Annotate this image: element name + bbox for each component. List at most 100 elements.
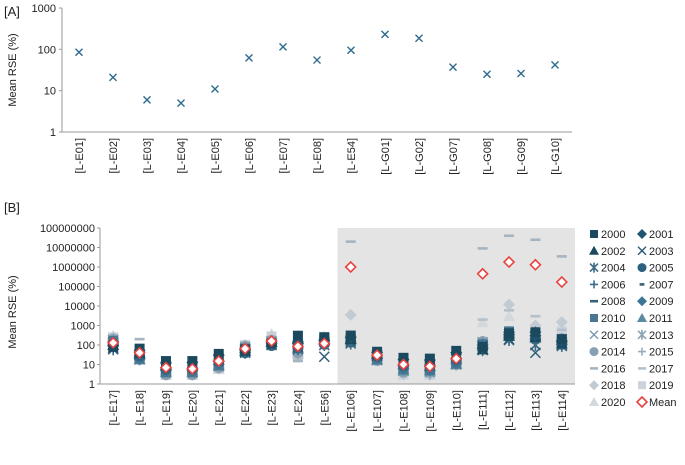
panel-b-point-2000: [504, 328, 515, 339]
legend-label-2003: 2003: [649, 246, 673, 258]
panel-b-mean-point: [450, 352, 463, 365]
legend-label-2011: 2011: [649, 313, 673, 325]
panel-b-x-tick-label: [L-E112]: [504, 390, 516, 431]
panel-b-x-tick-label: [L-E22]: [240, 390, 252, 425]
legend-marker-2007: [639, 283, 645, 286]
panel-a-point: [483, 70, 491, 79]
panel-b-mean-point: [370, 349, 384, 362]
panel-b-point-2016: [345, 240, 356, 243]
panel-a-y-tick-label: 10: [44, 86, 56, 98]
panel-b-point-2019: [556, 326, 567, 337]
panel-b-y-tick-label: 1000: [71, 321, 95, 333]
panel-b-point-2018: [344, 308, 357, 321]
panel-b-y-tick-label: 100000000: [40, 223, 95, 235]
legend-label-2008: 2008: [601, 296, 625, 308]
panel-b-x-tick-label: [L-E114]: [557, 390, 569, 431]
panel-a-point: [517, 69, 525, 78]
panel-b-mean-point: [476, 267, 489, 280]
legend-label-2019: 2019: [649, 380, 673, 392]
panel-b-point-2020: [476, 316, 489, 328]
panel-b-y-tick-label: 10000: [64, 301, 95, 313]
panel-a-x-tick-label: [L-G01]: [380, 138, 392, 175]
panel-a-x-ticks: [L-E01] [L-E02] [L-E03] [L-E04] [L-E05] [L-E0…: [74, 138, 562, 175]
legend-label-2016: 2016: [601, 363, 625, 375]
legend-marker-2016: [590, 367, 598, 370]
panel-b-x-tick-label: [L-E110]: [451, 390, 463, 431]
panel-b-point-2018: [503, 298, 516, 311]
panel-b-x-tick-label: [L-E111]: [478, 390, 490, 430]
legend-label-2007: 2007: [649, 279, 673, 291]
legend-label-2004: 2004: [601, 263, 625, 275]
panel-a-x-tick-label: [L-G02]: [414, 138, 426, 175]
panel-b-x-tick-label: [L-E24]: [293, 390, 305, 425]
panel-a-y-tick-label: 1000: [32, 3, 56, 15]
panel-b-point-2000: [319, 332, 330, 343]
panel-b-x-tick-label: [L-E109]: [425, 390, 437, 432]
legend-label-2002: 2002: [601, 246, 625, 258]
panel-b-y-ticks: 1 10 100 1000 10000 100000 1000000 10000000 1000…: [40, 223, 100, 391]
panel-b-x-tick-label: [L-E20]: [187, 390, 199, 425]
panel-b-mean-point: [318, 337, 331, 350]
panel-b-point-2016: [530, 238, 541, 242]
panel-b-mean-point: [423, 360, 436, 373]
panel-a-x-tick-label: [L-E54]: [346, 138, 358, 173]
panel-b-ylabel: Mean RSE (%): [7, 275, 19, 348]
panel-b-y-tick-label: 100: [77, 340, 95, 352]
panel-b-mean-point: [502, 255, 516, 269]
legend-marker-2003: [637, 246, 647, 256]
panel-b-mean-point: [107, 336, 120, 349]
panel-b-y-tick-label: 10: [83, 360, 95, 372]
legend-label-2006: 2006: [601, 279, 625, 291]
panel-b-mean-point: [186, 362, 199, 375]
legend-marker-2015: [638, 347, 646, 356]
panel-b-x-tick-label: [L-E56]: [319, 390, 331, 425]
legend-label-2014: 2014: [601, 347, 625, 359]
panel-b-x-tick-label: [L-E113]: [530, 390, 542, 431]
legend-label-2000: 2000: [601, 229, 625, 241]
panel-a-x-tick-label: [L-E07]: [278, 138, 290, 173]
panel-a-point: [347, 46, 355, 55]
panel-b-point-2000: [556, 334, 567, 345]
panel-b-mean-point: [133, 346, 146, 359]
panel-b-point-2000: [530, 327, 541, 338]
legend-label-2017: 2017: [649, 363, 673, 375]
panel-b-mean-point: [397, 358, 410, 371]
panel-a-point: [75, 48, 83, 57]
panel-b-point-2003: [318, 351, 330, 363]
panel-b-x-tick-label: [L-E21]: [214, 390, 226, 425]
panel-b-point-2000: [213, 348, 224, 359]
legend-marker-2010: [590, 314, 598, 322]
panel-a-x-tick-label: [L-G07]: [448, 138, 460, 175]
panel-b-point-2000: [424, 353, 435, 364]
panel-b-point-2000: [160, 356, 171, 367]
panel-a-x-tick-label: [L-G10]: [550, 138, 562, 175]
panel-a-label: [A]: [4, 4, 20, 19]
panel-b-y-tick-label: 100000: [58, 282, 95, 294]
panel-a-point: [245, 53, 253, 62]
panel-a-point: [551, 60, 559, 69]
panel-b-mean-point: [344, 260, 357, 274]
legend-label-2015: 2015: [649, 347, 673, 359]
legend-marker-2012: [589, 330, 599, 340]
panel-b-y-tick-label: 1000000: [52, 262, 95, 274]
panel-b-point-2003: [529, 347, 541, 359]
legend-marker-2011: [637, 313, 647, 322]
panel-b-y-tick-label: 10000000: [46, 243, 95, 255]
panel-b-point-2000: [345, 330, 356, 341]
panel-b-point-2017: [477, 318, 488, 321]
legend-label-2018: 2018: [601, 380, 625, 392]
panel-b-label: [B]: [4, 200, 20, 215]
panel-b-mean-point: [555, 275, 568, 289]
panel-a-x-tick-label: [L-G08]: [482, 138, 494, 175]
panel-b-point-2000: [477, 341, 488, 352]
legend-label-2010: 2010: [601, 313, 625, 325]
panel-b: [B] Mean RSE (%) 1 10 100 1000 10000 100000 10…: [4, 200, 677, 432]
panel-b-point-2020: [503, 310, 516, 322]
panel-a-point: [381, 30, 389, 39]
panel-b-x-tick-label: [L-E107]: [372, 390, 384, 432]
panel-a-point: [449, 63, 457, 72]
legend-marker-2013: [637, 329, 647, 340]
panel-b-mean-point: [212, 354, 225, 368]
